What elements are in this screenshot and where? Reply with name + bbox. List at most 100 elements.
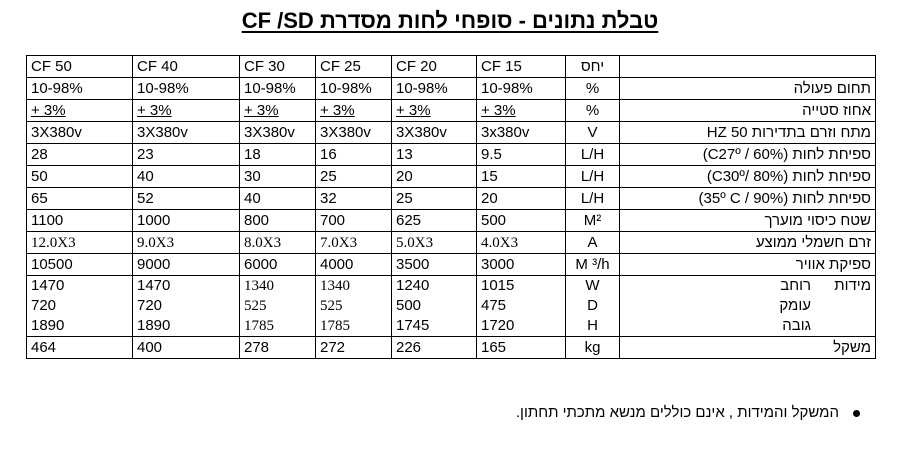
dimension-value-cell: 1470 720 1890 [132, 275, 240, 337]
dimensions-row: מידות רוחב עומק גובה W D H 1015 475 1720 1240 500 17… [26, 275, 876, 337]
dimensions-group-label: מידות [834, 277, 871, 294]
value-cell: 1100 [26, 209, 133, 232]
value-cell: 23 [132, 143, 240, 166]
table-row: ספיחת לחות (35º C / 90%) L/H 20 25 32 40 52 65 [26, 187, 876, 210]
row-label-cell: מתח וזרם בתדירות 50 HZ [619, 121, 876, 144]
value-cell: 32 [315, 187, 392, 210]
page-title: טבלת נתונים - סופחי לחות מסדרת CF /SD [241, 8, 659, 33]
row-unit-cell: M² [565, 209, 620, 232]
bullet-icon [853, 409, 860, 417]
model-header-cell: CF 50 [26, 55, 133, 78]
value-cell: 10-98% [391, 77, 477, 100]
table-row: ספיחת לחות (C30º/ 80%) L/H 15 20 25 30 40 50 [26, 165, 876, 188]
weight-unit-cell: kg [565, 336, 620, 359]
weight-value-cell: 400 [132, 336, 240, 359]
value-cell: + 3% [239, 99, 316, 122]
dimension-sub-label: גובה [782, 317, 811, 334]
weight-value-cell: 278 [239, 336, 316, 359]
value-cell: 30 [239, 165, 316, 188]
value-cell: 1000 [132, 209, 240, 232]
value-cell: 8.0X3 [239, 231, 316, 254]
row-unit-cell: A [565, 231, 620, 254]
value-cell: 12.0X3 [26, 231, 133, 254]
value-cell: + 3% [26, 99, 133, 122]
value-cell: 25 [315, 165, 392, 188]
row-unit-cell: % [565, 77, 620, 100]
dimension-value: 500 [396, 297, 422, 314]
row-label-cell: ספיקת אוויר [619, 253, 876, 276]
table-row: ספיקת אוויר M ³/h 3000 3500 4000 6000 9000 1050… [26, 253, 876, 276]
value-cell: 9.0X3 [132, 231, 240, 254]
weight-value-cell: 226 [391, 336, 477, 359]
model-header-cell: CF 20 [391, 55, 477, 78]
row-unit-cell: V [565, 121, 620, 144]
weight-value-cell: 272 [315, 336, 392, 359]
spec-table: יחס CF 15 CF 20 CF 25 CF 30 CF 40 CF 50 תחום פע… [26, 55, 876, 359]
dimension-unit: W [585, 277, 600, 294]
value-cell: + 3% [315, 99, 392, 122]
value-cell: 6000 [239, 253, 316, 276]
row-unit-cell: L/H [565, 165, 620, 188]
value-cell: 40 [132, 165, 240, 188]
row-label-cell: שטח כיסוי מוערך [619, 209, 876, 232]
value-cell: 9000 [132, 253, 240, 276]
value-cell: 7.0X3 [315, 231, 392, 254]
value-cell: 65 [26, 187, 133, 210]
dimension-value: 1890 [137, 317, 171, 334]
weight-value-cell: 464 [26, 336, 133, 359]
row-unit-cell: % [565, 99, 620, 122]
value-cell: 18 [239, 143, 316, 166]
value-cell: 10-98% [26, 77, 133, 100]
value-cell: 15 [476, 165, 566, 188]
dimension-unit: H [587, 317, 598, 334]
value-cell: 3x380v [476, 121, 566, 144]
row-label-cell: תחום פעולה [619, 77, 876, 100]
value-cell: 3X380v [26, 121, 133, 144]
value-cell: 3000 [476, 253, 566, 276]
dimension-value: 720 [31, 297, 57, 314]
value-cell: 10-98% [315, 77, 392, 100]
dimension-value: 1015 [481, 277, 515, 294]
dimension-sub-label: רוחב [780, 277, 811, 294]
table-row: זרם חשמלי ממוצע A 4.0X3 5.0X3 7.0X3 8.0X3 9.0X… [26, 231, 876, 254]
value-cell: 10-98% [476, 77, 566, 100]
value-cell: 10-98% [132, 77, 240, 100]
dimension-value: 720 [137, 297, 163, 314]
row-unit-cell: L/H [565, 187, 620, 210]
dimension-value: 525 [244, 298, 267, 314]
value-cell: 9.5 [476, 143, 566, 166]
value-cell: 10500 [26, 253, 133, 276]
row-label-cell: ספיחת לחות (C27º / 60%) [619, 143, 876, 166]
value-cell: 20 [391, 165, 477, 188]
value-cell: 28 [26, 143, 133, 166]
dimension-value-cell: 1240 500 1745 [391, 275, 477, 337]
value-cell: 16 [315, 143, 392, 166]
dimension-value: 1340 [244, 278, 274, 294]
dimension-value: 1240 [396, 277, 430, 294]
dimension-value: 525 [320, 298, 343, 314]
dimension-value-cell: 1470 720 1890 [26, 275, 133, 337]
value-cell: 3X380v [315, 121, 392, 144]
model-header-cell: CF 40 [132, 55, 240, 78]
model-header-cell: CF 15 [476, 55, 566, 78]
dimension-unit: D [587, 297, 598, 314]
row-label-cell: ספיחת לחות (C30º/ 80%) [619, 165, 876, 188]
row-label-cell: אחוז סטייה [619, 99, 876, 122]
value-cell: 4.0X3 [476, 231, 566, 254]
weight-row: משקל kg 165 226 272 278 400 464 [26, 336, 876, 359]
dimension-value: 1340 [320, 278, 350, 294]
row-label-cell: ספיחת לחות (35º C / 90%) [619, 187, 876, 210]
value-cell: 3X380v [132, 121, 240, 144]
dimension-value: 475 [481, 297, 507, 314]
value-cell: 3X380v [239, 121, 316, 144]
value-cell: 52 [132, 187, 240, 210]
dimension-value: 1890 [31, 317, 65, 334]
dimension-sub-label: עומק [779, 297, 811, 314]
value-cell: 500 [476, 209, 566, 232]
header-label-cell [619, 55, 876, 78]
weight-value-cell: 165 [476, 336, 566, 359]
value-cell: + 3% [132, 99, 240, 122]
dimension-value: 1785 [244, 318, 274, 334]
model-header-cell: CF 30 [239, 55, 316, 78]
